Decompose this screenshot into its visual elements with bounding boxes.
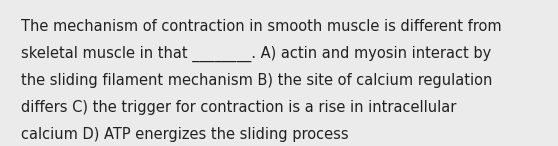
Text: differs C) the trigger for contraction is a rise in intracellular: differs C) the trigger for contraction i…	[21, 100, 456, 115]
Text: skeletal muscle in that ________. A) actin and myosin interact by: skeletal muscle in that ________. A) act…	[21, 46, 492, 62]
Text: calcium D) ATP energizes the sliding process: calcium D) ATP energizes the sliding pro…	[21, 127, 349, 142]
Text: The mechanism of contraction in smooth muscle is different from: The mechanism of contraction in smooth m…	[21, 19, 502, 34]
Text: the sliding filament mechanism B) the site of calcium regulation: the sliding filament mechanism B) the si…	[21, 73, 493, 88]
